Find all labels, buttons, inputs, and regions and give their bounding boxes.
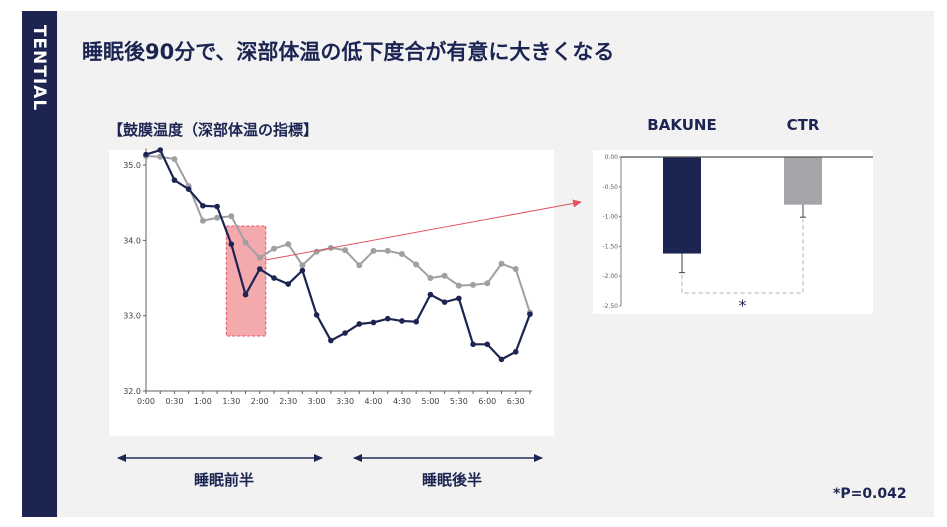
bar-ctr <box>784 157 822 205</box>
data-point <box>484 341 491 348</box>
line-x-tick-label: 2:00 <box>251 397 269 406</box>
data-point <box>441 299 448 305</box>
data-point <box>143 151 149 158</box>
bar-label-bakune: BAKUNE <box>647 116 717 134</box>
line-x-tick-label: 4:30 <box>393 397 411 406</box>
data-point <box>498 356 505 363</box>
data-point <box>413 318 419 325</box>
line-x-tick-label: 0:00 <box>137 397 155 406</box>
line-y-tick-label: 33.0 <box>123 312 141 321</box>
range-label-second-half: 睡眠後半 <box>421 471 483 489</box>
data-point <box>427 291 434 298</box>
series-line <box>145 148 531 361</box>
data-point <box>456 295 462 302</box>
line-x-tick-label: 2:30 <box>279 397 297 406</box>
bar-y-tick-label: -1.50 <box>602 243 618 250</box>
data-point <box>370 247 377 254</box>
data-point <box>328 337 334 344</box>
data-point <box>242 239 249 246</box>
data-point <box>271 275 277 281</box>
data-point <box>285 241 292 248</box>
data-point <box>398 250 405 257</box>
bar-chart-card <box>593 150 873 314</box>
series-line <box>145 155 531 313</box>
series-bakune <box>143 147 533 363</box>
bar-y-tick-label: -2.50 <box>602 303 618 310</box>
data-point <box>200 202 206 209</box>
bar-y-tick-label: 0.00 <box>605 154 619 161</box>
data-point <box>171 156 178 163</box>
data-point <box>256 254 263 261</box>
data-point <box>413 261 420 268</box>
data-point <box>285 281 292 287</box>
line-x-tick-label: 6:30 <box>507 397 525 406</box>
data-point <box>356 321 363 327</box>
data-point <box>512 266 519 273</box>
series-ctr <box>143 153 533 316</box>
data-point <box>370 319 377 326</box>
data-point <box>356 262 363 269</box>
range-label-first-half: 睡眠前半 <box>193 471 255 489</box>
data-point <box>484 280 491 287</box>
bar-bakune <box>663 157 701 254</box>
line-chart-card <box>109 150 554 436</box>
line-x-tick-label: 3:30 <box>336 397 354 406</box>
data-point <box>527 311 533 317</box>
line-x-tick-label: 4:00 <box>365 397 383 406</box>
data-point <box>441 272 448 279</box>
line-y-tick-label: 34.0 <box>123 236 141 245</box>
data-point <box>171 177 178 183</box>
data-point <box>214 214 221 221</box>
bar-label-ctr: CTR <box>786 116 820 134</box>
data-point <box>427 275 434 282</box>
bar-y-tick-label: -1.00 <box>602 214 618 221</box>
line-x-tick-label: 0:30 <box>165 397 183 406</box>
data-point <box>342 247 349 254</box>
significance-marker: * <box>739 296 747 315</box>
data-point <box>384 247 391 254</box>
data-point <box>199 217 206 224</box>
data-point <box>242 291 249 298</box>
p-value-note: *P=0.042 <box>833 486 907 502</box>
significance-bracket <box>681 219 804 294</box>
brand-sidebar <box>22 11 57 517</box>
page-title: 睡眠後90分で、深部体温の低下度合が有意に大きくなる <box>82 40 615 64</box>
data-point <box>185 186 192 192</box>
data-point <box>228 213 235 220</box>
line-y-tick-label: 35.0 <box>123 161 141 170</box>
line-x-tick-label: 1:30 <box>222 397 240 406</box>
line-chart-title: 【鼓膜温度（深部体温の指標】 <box>108 121 319 139</box>
data-point <box>470 341 476 348</box>
bar-y-tick-label: -2.00 <box>602 273 618 280</box>
data-point <box>470 281 477 288</box>
data-point <box>342 330 348 336</box>
data-point <box>498 260 505 267</box>
data-point <box>313 312 320 318</box>
data-point <box>256 266 263 272</box>
line-x-tick-label: 5:00 <box>421 397 439 406</box>
line-x-tick-label: 1:00 <box>194 397 212 406</box>
bar-y-tick-label: -0.50 <box>602 184 618 191</box>
data-point <box>455 282 462 289</box>
data-point <box>157 147 164 153</box>
data-point <box>270 245 277 252</box>
line-x-tick-label: 5:30 <box>450 397 468 406</box>
data-point <box>313 248 320 255</box>
line-y-tick-label: 32.0 <box>123 387 141 396</box>
line-x-tick-label: 3:00 <box>308 397 326 406</box>
data-point <box>512 349 519 355</box>
data-point <box>384 315 391 322</box>
data-point <box>228 241 235 247</box>
data-point <box>399 318 405 324</box>
data-point <box>299 267 306 274</box>
data-point <box>214 203 220 210</box>
line-x-tick-label: 6:00 <box>478 397 496 406</box>
callout-arrow <box>265 199 582 261</box>
data-point <box>299 262 306 269</box>
